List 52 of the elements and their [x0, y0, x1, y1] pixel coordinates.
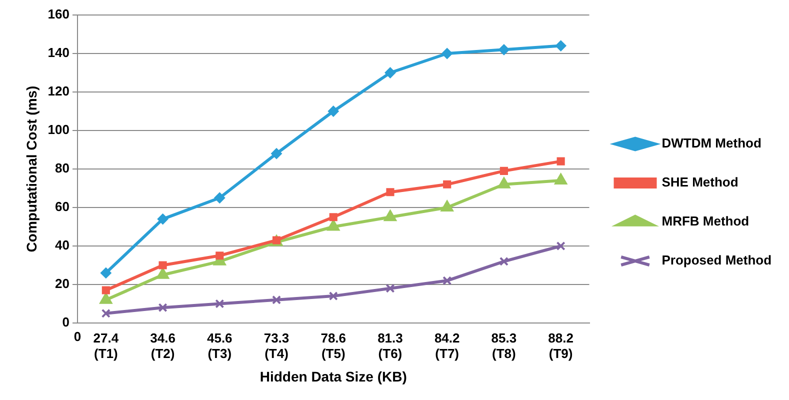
x-tick-label: 88.2 (T9) — [548, 330, 574, 361]
point — [100, 267, 112, 278]
point — [443, 180, 452, 188]
point — [102, 286, 110, 294]
point — [157, 214, 168, 225]
point — [556, 241, 566, 251]
point — [498, 44, 510, 56]
x-tick-label: 73.3 (T4) — [264, 330, 290, 361]
point — [328, 292, 338, 301]
point — [215, 299, 224, 308]
point — [386, 188, 394, 196]
x-tick-label: 81.3 (T6) — [378, 330, 403, 361]
point — [556, 157, 565, 166]
x-tick-label: 84.2 (T7) — [434, 330, 460, 361]
x-tick-label: 34.6 (T2) — [150, 330, 176, 361]
point — [329, 213, 338, 222]
point — [158, 261, 167, 270]
point — [555, 40, 566, 52]
x-tick-label: 85.3 (T8) — [491, 330, 517, 361]
y-tick-label: 40 — [55, 238, 70, 253]
point — [499, 256, 508, 266]
point — [214, 192, 226, 204]
point — [101, 308, 110, 318]
legend-label: SHE Method — [662, 174, 738, 190]
point — [442, 276, 452, 286]
point — [271, 148, 282, 160]
y-tick-label: 100 — [48, 122, 70, 138]
point — [328, 106, 339, 117]
y-tick-label: 120 — [48, 84, 70, 99]
text: 0 — [74, 329, 82, 344]
legend-label: DWTDM Method — [662, 136, 762, 151]
point — [384, 67, 396, 78]
point — [216, 252, 224, 260]
x-axis-title: Hidden Data Size (KB) — [260, 368, 407, 384]
x-tick-label: 78.6 (T5) — [320, 330, 346, 361]
y-tick-label: 0 — [62, 314, 70, 330]
y-tick-label: 80 — [55, 160, 70, 176]
x-tick-label: 45.6 (T3) — [206, 330, 232, 361]
point — [500, 166, 508, 175]
legend-label: MRFB Method — [662, 214, 750, 229]
point — [386, 284, 395, 293]
y-tick-label: 140 — [48, 45, 70, 60]
y-tick-label: 160 — [48, 6, 70, 22]
y-tick-label: 20 — [55, 276, 70, 292]
y-axis-title: Computational Cost (ms) — [23, 86, 40, 252]
y-tick-label: 60 — [55, 199, 70, 214]
x-tick-label: 27.4 (T1) — [93, 330, 120, 361]
point — [442, 48, 453, 59]
point — [554, 173, 568, 185]
point — [158, 303, 168, 312]
legend-label: Proposed Method — [662, 252, 772, 268]
point — [272, 295, 282, 304]
